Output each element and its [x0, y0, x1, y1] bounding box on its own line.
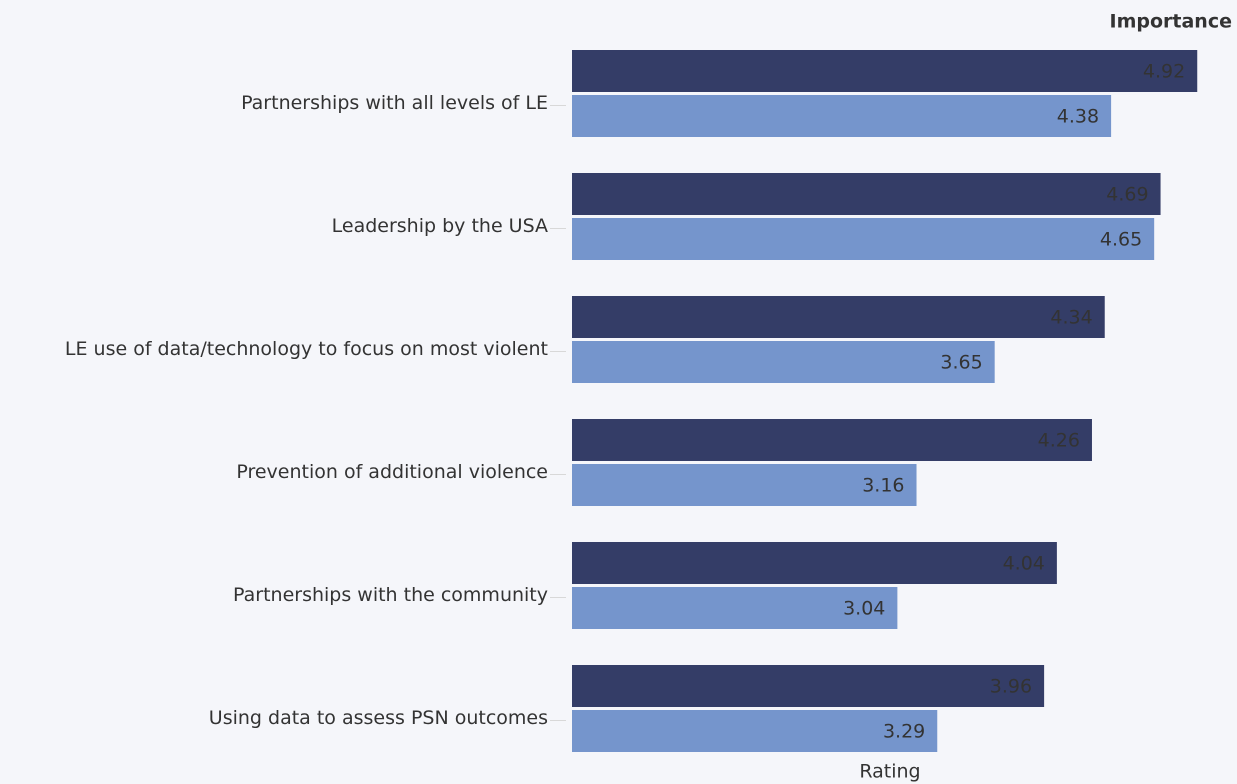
bar: [572, 419, 1092, 461]
bar: [572, 50, 1198, 92]
y-tick-label: Partnerships with all levels of LE: [241, 92, 548, 114]
value-label: 3.29: [883, 721, 925, 743]
bar: [572, 95, 1112, 137]
value-label: 4.92: [1143, 61, 1185, 83]
y-tick-label: Leadership by the USA: [332, 215, 548, 237]
legend-entry: Importance: [1110, 11, 1232, 33]
y-tick-label: Partnerships with the community: [233, 584, 548, 606]
value-label: 3.96: [990, 676, 1032, 698]
bar: [572, 296, 1105, 338]
value-label: 4.69: [1106, 184, 1148, 206]
value-label: 4.04: [1003, 553, 1045, 575]
x-axis-label: Rating: [859, 761, 920, 783]
bar: [572, 173, 1161, 215]
value-label: 3.65: [940, 352, 982, 374]
bar: [572, 710, 938, 752]
bar: [572, 665, 1045, 707]
value-label: 3.16: [862, 475, 904, 497]
value-label: 3.04: [843, 598, 885, 620]
value-label: 4.65: [1100, 229, 1142, 251]
value-label: 4.26: [1038, 430, 1080, 452]
value-label: 4.38: [1057, 106, 1099, 128]
bar: [572, 587, 898, 629]
y-tick-label: Using data to assess PSN outcomes: [209, 707, 548, 729]
y-tick-label: LE use of data/technology to focus on mo…: [65, 338, 548, 360]
bar: [572, 341, 995, 383]
bar: [572, 218, 1155, 260]
value-label: 4.34: [1050, 307, 1092, 329]
bar: [572, 464, 917, 506]
bar: [572, 542, 1057, 584]
y-tick-label: Prevention of additional violence: [236, 461, 548, 483]
